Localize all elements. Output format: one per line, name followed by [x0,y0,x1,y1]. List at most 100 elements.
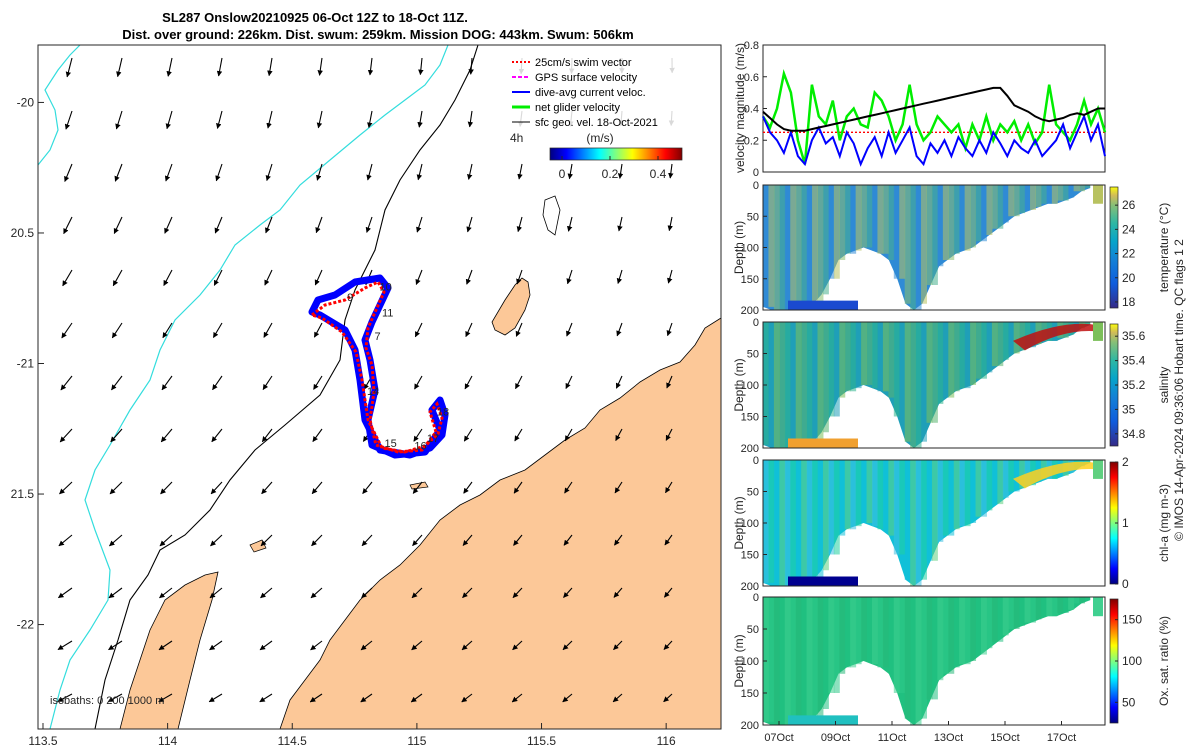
section-texture-band [910,597,917,725]
surface-velocity-arrow [360,640,373,651]
section-bottom-water [788,438,858,448]
section-texture-band [828,322,835,417]
velocity-ytick-label: 0 [753,167,759,179]
surface-velocity-arrow [512,587,523,598]
section-texture-band [1024,460,1031,486]
surface-velocity-arrow [310,587,323,599]
section-texture-band [763,597,769,722]
section-texture-band [1035,597,1042,620]
section-texture-band [877,185,884,254]
surface-velocity-arrow [212,322,223,338]
section-texture-band [872,185,878,251]
section-colorbar-tick-label: 50 [1122,695,1136,709]
surface-velocity-arrow [109,534,123,547]
section-texture-band [790,597,797,725]
section-texture-band [812,597,818,719]
surface-velocity-arrow [418,57,424,76]
section-texture-band [806,185,813,307]
section-texture-band [975,460,982,517]
map-frame [37,44,722,730]
cape-range-peninsula [119,571,219,729]
section-texture-band [773,460,780,586]
section-texture-band [812,185,818,304]
section-texture-band [1008,322,1015,354]
surface-velocity-arrow [216,57,223,77]
surface-velocity-arrow [613,587,623,598]
section-texture-band [1084,597,1091,601]
surface-velocity-arrow [315,216,323,234]
surface-velocity-arrow [565,375,573,389]
track-day-label: 7 [375,331,381,343]
section-texture-band [981,185,987,242]
section-ytick-label: 100 [741,380,759,392]
section-texture-band [970,322,977,385]
surface-velocity-arrow [260,587,273,599]
section-ytick-label: 150 [741,412,759,424]
map-xtick-label: 115.5 [527,734,556,748]
surface-velocity-arrow [614,481,623,494]
section-texture-band [850,185,857,254]
section-texture-band [790,322,797,448]
section-colorbar [1109,186,1119,309]
map-ytick-label: 20.5 [11,226,35,240]
section-texture-band [953,185,960,254]
surface-velocity-arrow [211,428,223,443]
section-bottom-water [788,300,858,310]
section-texture-band [828,185,835,279]
section-colorbar-tick-label: 35.4 [1122,354,1146,368]
section-colorbar-label: temperature (°C) [1157,203,1171,293]
section-colorbar-tick-label: 26 [1122,198,1136,212]
surface-velocity-arrow [264,269,273,286]
surface-velocity-arrow [57,693,73,702]
velocity-ytick-label: 0.6 [744,72,759,84]
section-texture-band [850,597,857,668]
section-texture-band [822,597,829,709]
section-texture-band [937,597,944,681]
velocity-ylabel: velocity magnitude (m/s) [733,43,747,173]
section-texture-band [1051,597,1058,617]
surface-velocity-arrow [108,587,123,599]
section-texture-band [1024,322,1031,348]
surface-velocity-arrow [59,481,73,495]
section-texture-band [866,322,873,385]
section-texture-band [915,597,922,725]
date-xtick-label: 11Oct [878,732,907,744]
section-ytick-label: 100 [741,518,759,530]
section-colorbar-label: Ox. sat. ratio (%) [1157,616,1171,706]
section-texture-band [779,322,786,448]
velocity-series-line [762,86,1105,132]
surface-velocity-arrow [414,375,423,390]
legend-swim: 25cm/s swim vector [535,57,632,69]
section-texture-band [784,185,791,310]
section-colorbar-tick-label: 2 [1122,455,1129,469]
salinity-section-panel: 0 50 100 150 200 Depth (m) 34.8 35 35.2 35.4 35.6 s… [732,317,1171,455]
section-texture-band [991,322,998,367]
isobath-label: isobaths: 0 200 1000 m [50,695,164,707]
surface-velocity-arrow [413,428,423,442]
surface-velocity-arrow [664,587,673,598]
section-ytick-label: 150 [741,688,759,700]
section-texture-band [1008,185,1015,217]
section-ytick-label: 200 [741,305,759,317]
surface-velocity-arrow [58,534,73,547]
surface-velocity-arrow [613,640,623,650]
track-day-label: 11 [382,308,393,320]
mainland-coast [279,317,721,729]
surface-velocity-arrow [209,640,223,651]
surface-velocity-arrow [314,269,323,286]
surface-velocity-arrow [463,428,473,442]
section-texture-band [872,322,878,389]
map-xtick-label: 115 [407,734,426,748]
section-texture-band [942,460,949,536]
surface-velocity-arrow [663,640,673,650]
surface-velocity-arrow [668,163,674,179]
surface-velocity-arrow [462,534,473,546]
surface-velocity-arrow [617,163,624,179]
section-end-strip [1093,597,1103,617]
section-texture-band [948,597,955,674]
section-texture-band [763,185,769,307]
section-end-strip [1093,322,1103,341]
section-highlight-feature [1013,323,1098,351]
section-texture-band [817,597,824,719]
surface-velocity-arrow [209,587,223,599]
